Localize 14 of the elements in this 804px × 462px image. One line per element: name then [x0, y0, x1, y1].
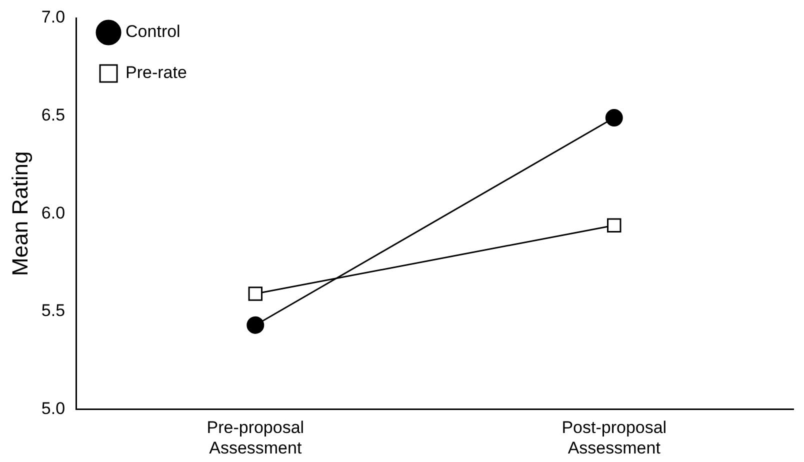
point	[605, 109, 623, 127]
y-tick-label: 6.5	[41, 105, 66, 124]
y-tick-label: 6.0	[41, 203, 66, 222]
point	[248, 286, 263, 301]
y-tick-label: 5.5	[41, 301, 66, 320]
legend-label: Pre-rate	[126, 63, 187, 82]
point	[607, 218, 622, 232]
x-tick-label: Post-proposal Assessment	[562, 418, 667, 458]
legend-label: Control	[126, 22, 180, 42]
x-tick-label: Pre-proposal Assessment	[206, 418, 304, 458]
y-tick-label: 7.0	[41, 8, 66, 27]
y-axis-title: Mean Rating	[7, 151, 32, 276]
y-tick-label: 5.0	[41, 398, 66, 418]
point	[246, 316, 264, 334]
